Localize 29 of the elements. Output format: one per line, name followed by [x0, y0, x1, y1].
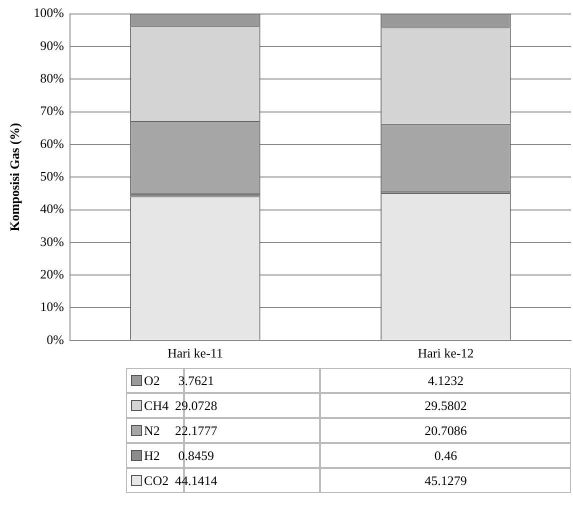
- data-label: 44.1414: [175, 472, 218, 488]
- x-tick-label: Hari ke-12: [418, 346, 474, 361]
- y-tick-label: 0%: [46, 332, 64, 347]
- data-label: 0.8459: [178, 448, 214, 464]
- data-label: 20.7086: [424, 422, 467, 438]
- data-label: 45.1279: [424, 472, 467, 488]
- data-label: 29.5802: [424, 398, 467, 414]
- data-label: 29.0728: [175, 398, 218, 414]
- legend-label: CH4: [144, 398, 169, 412]
- y-tick-label: 90%: [40, 38, 64, 53]
- legend-label: N2: [144, 422, 160, 438]
- y-tick-label: 50%: [40, 168, 64, 184]
- legend-label: O2: [144, 372, 160, 388]
- x-tick-label: Hari ke-11: [167, 346, 223, 361]
- y-tick-label: 30%: [40, 234, 64, 249]
- data-label: 22.1777: [175, 422, 218, 438]
- y-axis-title: Komposisi Gas (%): [7, 122, 22, 232]
- y-tick-label: 20%: [40, 266, 64, 282]
- legend-label: CO2: [144, 472, 169, 488]
- y-tick-label: 10%: [40, 299, 64, 314]
- data-label: 4.1232: [428, 372, 464, 388]
- y-tick-label: 40%: [40, 201, 64, 216]
- y-tick-label: 80%: [40, 70, 64, 86]
- data-label: 0.46: [434, 448, 458, 464]
- y-tick-label: 60%: [40, 136, 64, 151]
- data-label: 3.7621: [178, 372, 214, 388]
- legend-label: H2: [144, 448, 160, 462]
- y-tick-label: 70%: [40, 103, 64, 118]
- y-tick-label: 100%: [34, 5, 64, 20]
